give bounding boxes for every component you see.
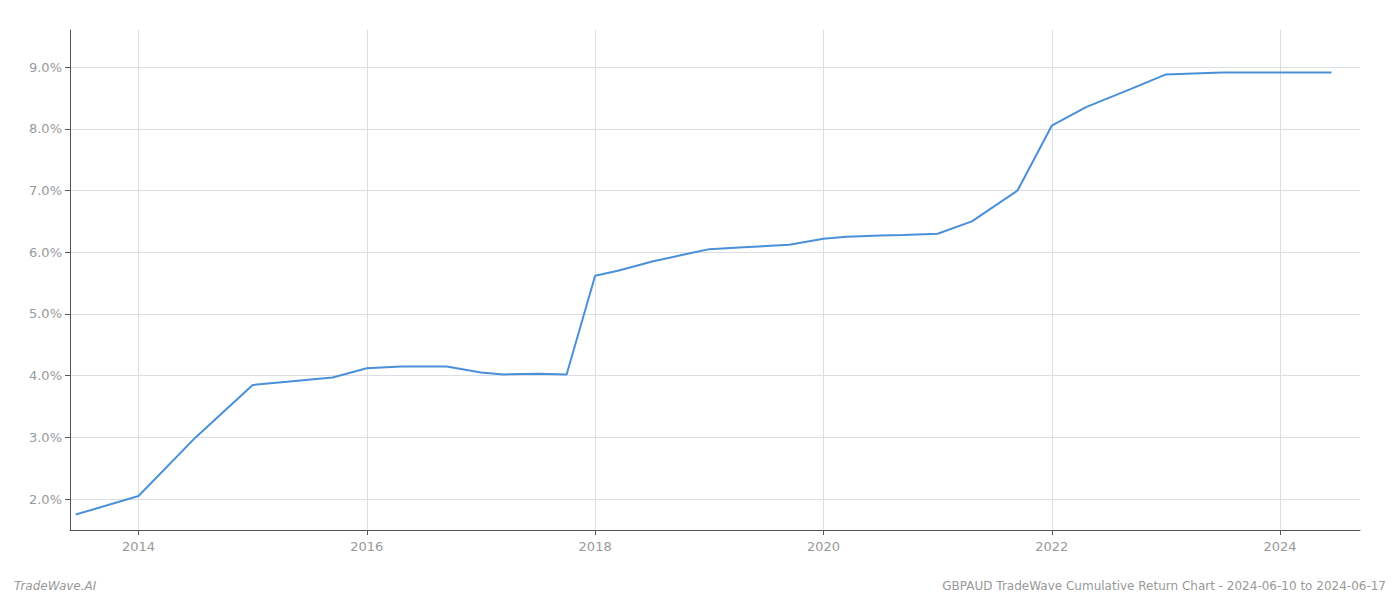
svg-text:2018: 2018 [579, 539, 612, 554]
svg-text:8.0%: 8.0% [29, 121, 62, 136]
svg-text:2024: 2024 [1264, 539, 1297, 554]
svg-text:5.0%: 5.0% [29, 306, 62, 321]
svg-text:7.0%: 7.0% [29, 183, 62, 198]
svg-text:GBPAUD TradeWave Cumulative Re: GBPAUD TradeWave Cumulative Return Chart… [942, 579, 1386, 593]
svg-text:2014: 2014 [122, 539, 155, 554]
svg-text:2022: 2022 [1035, 539, 1068, 554]
svg-text:TradeWave.AI: TradeWave.AI [14, 579, 97, 593]
svg-text:6.0%: 6.0% [29, 245, 62, 260]
svg-text:9.0%: 9.0% [29, 60, 62, 75]
svg-text:4.0%: 4.0% [29, 368, 62, 383]
svg-text:3.0%: 3.0% [29, 430, 62, 445]
svg-text:2016: 2016 [350, 539, 383, 554]
svg-text:2.0%: 2.0% [29, 492, 62, 507]
svg-text:2020: 2020 [807, 539, 840, 554]
